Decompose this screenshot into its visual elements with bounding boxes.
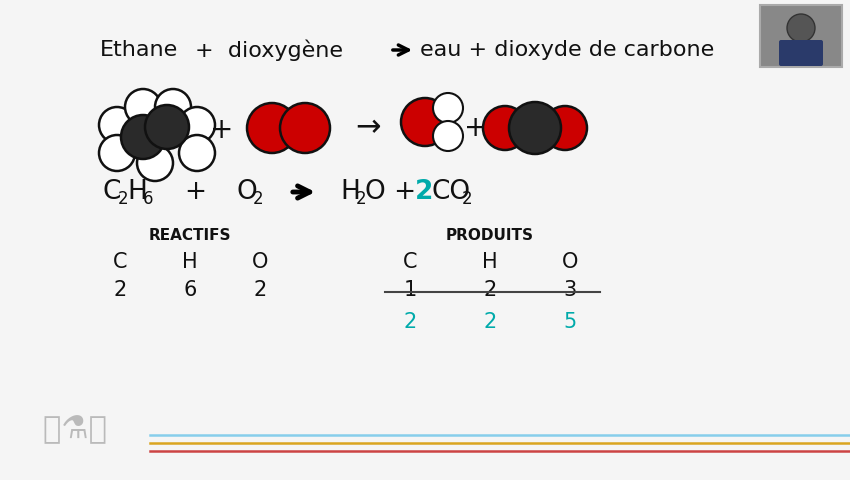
Text: 1: 1 [404, 280, 416, 300]
Ellipse shape [155, 89, 191, 125]
Ellipse shape [99, 107, 135, 143]
Ellipse shape [433, 93, 463, 123]
Text: eau + dioxyde de carbone: eau + dioxyde de carbone [420, 40, 714, 60]
Text: →: → [355, 113, 381, 143]
Text: 3: 3 [564, 280, 576, 300]
Text: Ethane: Ethane [100, 40, 178, 60]
Text: 2: 2 [415, 179, 434, 205]
Ellipse shape [179, 107, 215, 143]
Text: +: + [184, 179, 206, 205]
Text: O +: O + [365, 179, 416, 205]
Text: 2: 2 [484, 280, 496, 300]
Text: H: H [182, 252, 198, 272]
Ellipse shape [125, 89, 161, 125]
Ellipse shape [509, 102, 561, 154]
Text: 6: 6 [184, 280, 196, 300]
Ellipse shape [247, 103, 297, 153]
Text: O: O [252, 252, 269, 272]
Ellipse shape [179, 135, 215, 171]
Text: 2: 2 [253, 190, 264, 208]
Ellipse shape [401, 98, 449, 146]
Text: C: C [103, 179, 122, 205]
Text: +: + [210, 116, 234, 144]
Text: 5: 5 [564, 312, 576, 332]
Text: C: C [113, 252, 128, 272]
Text: 2: 2 [118, 190, 128, 208]
Text: O: O [237, 179, 258, 205]
Text: +: + [464, 114, 488, 142]
FancyBboxPatch shape [760, 5, 842, 67]
Text: H: H [340, 179, 360, 205]
Text: C: C [403, 252, 417, 272]
Text: 2: 2 [113, 280, 127, 300]
Ellipse shape [787, 14, 815, 42]
Text: 2: 2 [462, 190, 473, 208]
Text: 2: 2 [404, 312, 416, 332]
Text: +  dioxygène: + dioxygène [195, 39, 343, 61]
Text: PRODUITS: PRODUITS [446, 228, 534, 242]
Ellipse shape [99, 135, 135, 171]
Text: CO: CO [432, 179, 471, 205]
Ellipse shape [483, 106, 527, 150]
Ellipse shape [280, 103, 330, 153]
Ellipse shape [145, 105, 189, 149]
Text: 2: 2 [484, 312, 496, 332]
FancyBboxPatch shape [779, 40, 823, 66]
Text: H: H [482, 252, 498, 272]
Ellipse shape [433, 121, 463, 151]
Text: O: O [562, 252, 578, 272]
Text: 6: 6 [143, 190, 154, 208]
Ellipse shape [137, 145, 173, 181]
Text: H: H [127, 179, 147, 205]
Text: 2: 2 [356, 190, 366, 208]
Text: 🧪⚗️🔬: 🧪⚗️🔬 [43, 416, 107, 444]
Text: 2: 2 [253, 280, 267, 300]
Text: REACTIFS: REACTIFS [149, 228, 231, 242]
Ellipse shape [543, 106, 587, 150]
Ellipse shape [121, 115, 165, 159]
